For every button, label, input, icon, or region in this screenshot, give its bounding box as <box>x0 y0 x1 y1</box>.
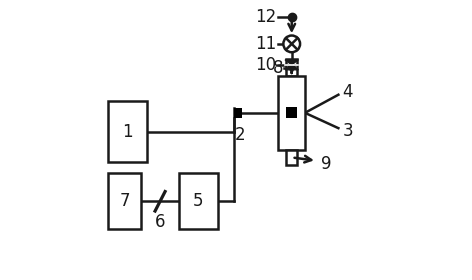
Text: 4: 4 <box>343 83 353 101</box>
Text: 8: 8 <box>273 59 283 76</box>
Text: 5: 5 <box>193 192 203 210</box>
Text: 3: 3 <box>343 122 353 140</box>
Polygon shape <box>285 65 298 70</box>
Bar <box>286 107 297 118</box>
Text: 1: 1 <box>122 123 133 141</box>
Text: 2: 2 <box>234 126 245 144</box>
Text: 6: 6 <box>155 213 165 231</box>
Text: 9: 9 <box>321 155 331 173</box>
Bar <box>286 150 297 165</box>
Bar <box>286 59 297 76</box>
Bar <box>179 173 218 229</box>
Circle shape <box>283 36 300 52</box>
Bar <box>108 101 147 162</box>
Bar <box>108 173 141 229</box>
Text: 12: 12 <box>255 8 277 26</box>
Bar <box>234 108 243 118</box>
Text: 11: 11 <box>255 35 277 53</box>
Text: 10: 10 <box>255 56 277 74</box>
Text: 7: 7 <box>119 192 130 210</box>
Polygon shape <box>285 60 298 65</box>
Bar <box>278 76 305 150</box>
